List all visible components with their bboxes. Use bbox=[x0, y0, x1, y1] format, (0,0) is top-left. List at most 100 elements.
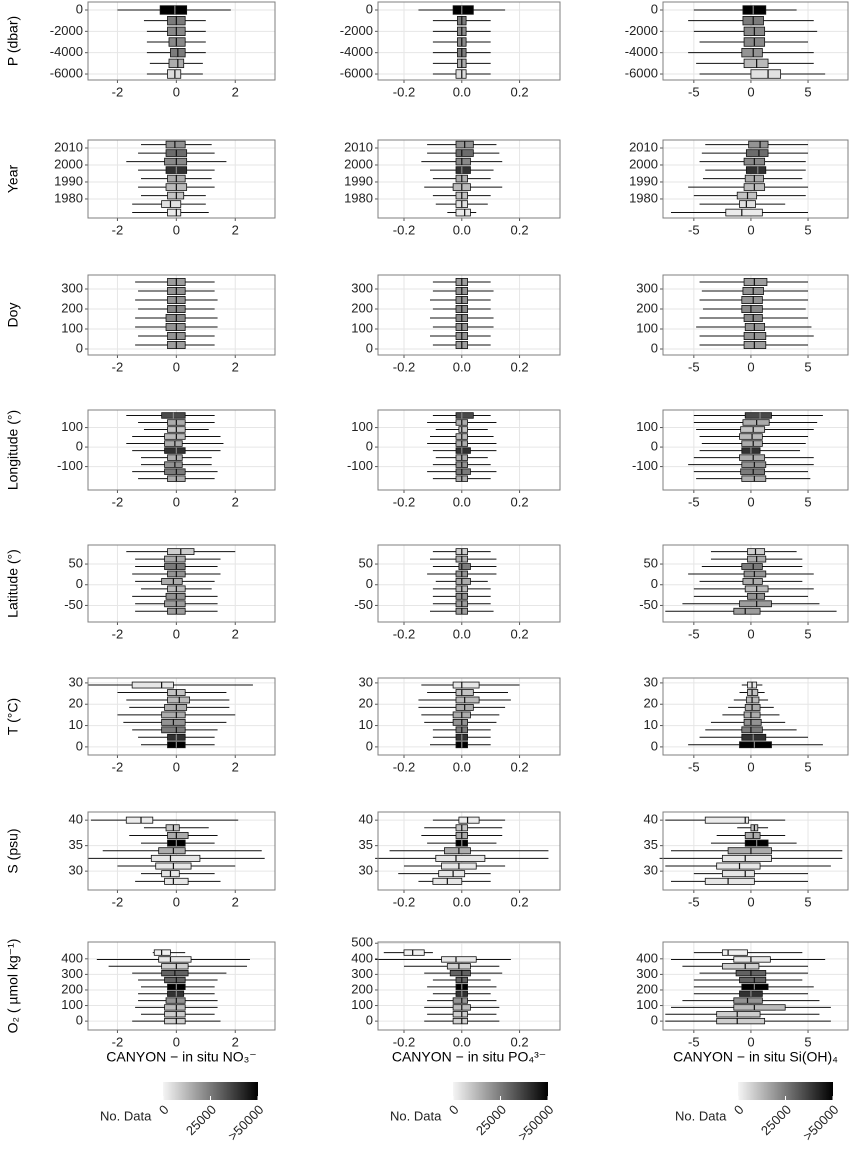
x-tick-label: -5 bbox=[688, 894, 700, 909]
x-axis-label: CANYON − in situ PO₄³⁻ bbox=[392, 1049, 546, 1065]
x-tick-label: 0 bbox=[747, 494, 754, 509]
box bbox=[455, 149, 474, 157]
x-tick-label: -0.2 bbox=[393, 626, 415, 641]
y-tick-label: -4000 bbox=[625, 44, 658, 59]
box bbox=[444, 847, 471, 855]
y-tick-label: 40 bbox=[644, 812, 658, 827]
box bbox=[739, 433, 763, 440]
x-tick-label: 0.0 bbox=[453, 359, 471, 374]
y-tick-label: -50 bbox=[354, 597, 373, 612]
box bbox=[455, 412, 474, 419]
y-tick-label: -100 bbox=[632, 458, 658, 473]
x-tick-label: 0 bbox=[747, 1034, 754, 1049]
x-tick-label: 0 bbox=[747, 759, 754, 774]
panel-border bbox=[377, 139, 561, 219]
panel-border bbox=[87, 544, 276, 623]
box bbox=[727, 847, 772, 855]
y-axis-label: Doy bbox=[5, 303, 21, 328]
y-tick-label: 200 bbox=[351, 981, 373, 996]
box bbox=[153, 949, 171, 956]
y-tick-label: 0 bbox=[651, 1013, 658, 1028]
y-tick-label: 400 bbox=[636, 950, 658, 965]
y-tick-label: 50 bbox=[644, 555, 658, 570]
x-tick-label: 2 bbox=[232, 1034, 239, 1049]
y-tick-label: -6000 bbox=[340, 65, 373, 80]
y-tick-label: -50 bbox=[64, 597, 83, 612]
y-tick-label: 0 bbox=[366, 1013, 373, 1028]
y-tick-label: -2000 bbox=[340, 23, 373, 38]
box bbox=[716, 1017, 766, 1025]
colorbar-title: No. Data bbox=[390, 1108, 442, 1123]
box bbox=[741, 48, 763, 58]
y-axis-label: O₂ ( µmol kg⁻¹) bbox=[5, 939, 21, 1034]
panel-border bbox=[662, 544, 849, 623]
x-tick-label: 0.0 bbox=[453, 84, 471, 99]
box bbox=[733, 1004, 786, 1011]
x-tick-label: 0 bbox=[747, 359, 754, 374]
box bbox=[721, 854, 772, 862]
panel-border bbox=[662, 677, 849, 756]
box bbox=[739, 976, 767, 984]
y-tick-label: 2010 bbox=[344, 139, 373, 154]
box bbox=[168, 37, 186, 47]
box bbox=[167, 454, 183, 461]
y-tick-label: 2000 bbox=[629, 156, 658, 171]
panel-border bbox=[87, 677, 276, 756]
colorbar bbox=[453, 1082, 548, 1100]
colorbar bbox=[738, 1082, 833, 1100]
panel-border bbox=[377, 409, 561, 491]
x-tick-label: -2 bbox=[112, 494, 124, 509]
box bbox=[161, 726, 186, 734]
y-tick-label: 0 bbox=[366, 340, 373, 355]
box bbox=[125, 816, 154, 824]
y-tick-label: 0 bbox=[366, 738, 373, 753]
box bbox=[168, 58, 185, 69]
y-tick-label: 500 bbox=[351, 935, 373, 950]
y-tick-label: 2000 bbox=[344, 156, 373, 171]
x-tick-label: -5 bbox=[688, 494, 700, 509]
panel-border bbox=[662, 941, 849, 1031]
y-tick-label: 40 bbox=[359, 812, 373, 827]
box bbox=[721, 963, 760, 970]
box bbox=[743, 718, 762, 726]
y-tick-label: 100 bbox=[61, 320, 83, 335]
y-tick-label: 400 bbox=[351, 950, 373, 965]
box bbox=[745, 149, 769, 157]
box bbox=[164, 600, 186, 608]
colorbar-tick-label: 0 bbox=[446, 1102, 462, 1118]
y-tick-label: 35 bbox=[69, 837, 83, 852]
panel-border bbox=[377, 544, 561, 623]
box bbox=[455, 447, 471, 454]
y-tick-label: 10 bbox=[69, 717, 83, 732]
x-tick-label: 5 bbox=[804, 894, 811, 909]
y-tick-label: 400 bbox=[61, 950, 83, 965]
y-axis-label: S (psu) bbox=[5, 828, 21, 873]
x-tick-label: 0.2 bbox=[511, 84, 529, 99]
box bbox=[745, 166, 767, 174]
box bbox=[164, 563, 186, 570]
x-tick-label: -0.2 bbox=[393, 894, 415, 909]
box bbox=[164, 1017, 186, 1025]
box bbox=[165, 140, 186, 149]
y-tick-label: 40 bbox=[69, 812, 83, 827]
y-tick-label: 200 bbox=[351, 300, 373, 315]
colorbar-tick-label: 25000 bbox=[183, 1102, 219, 1138]
y-axis-label: Year bbox=[5, 165, 21, 194]
box bbox=[164, 157, 188, 166]
x-tick-label: 0 bbox=[173, 494, 180, 509]
x-tick-label: 0.0 bbox=[453, 1034, 471, 1049]
x-tick-label: 0.2 bbox=[511, 1034, 529, 1049]
x-tick-label: 2 bbox=[232, 494, 239, 509]
y-tick-label: -2000 bbox=[50, 23, 83, 38]
panel-border bbox=[377, 274, 561, 356]
box bbox=[161, 711, 186, 719]
x-tick-label: 2 bbox=[232, 894, 239, 909]
y-tick-label: 200 bbox=[61, 300, 83, 315]
y-tick-label: 50 bbox=[359, 555, 373, 570]
y-tick-label: 100 bbox=[61, 997, 83, 1012]
box bbox=[739, 454, 766, 461]
y-tick-label: 2010 bbox=[54, 139, 83, 154]
y-tick-label: 10 bbox=[644, 717, 658, 732]
